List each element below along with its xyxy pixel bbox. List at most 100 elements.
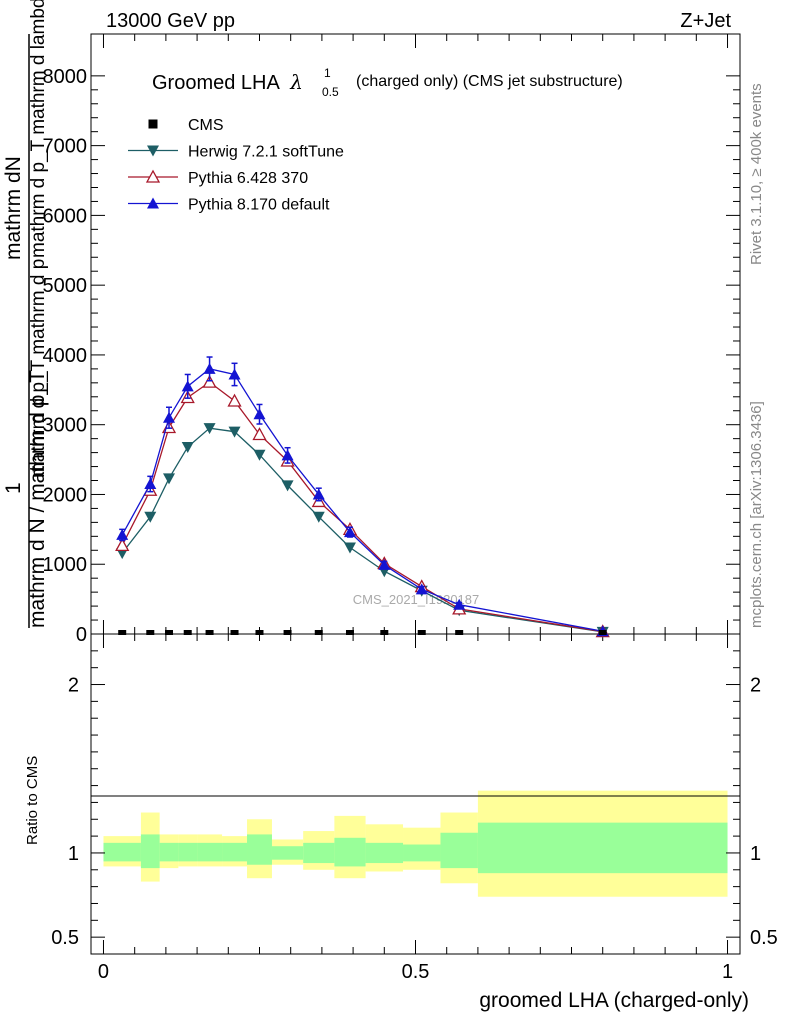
legend-marker — [147, 197, 159, 209]
ratio-y-axis-label: Ratio to CMS — [24, 756, 41, 845]
series-point — [253, 408, 266, 420]
x-axis-label: groomed LHA (charged-only) — [479, 989, 749, 1012]
main-y-axis: 0 1000 2000 3000 4000 5000 6000 7000 8000 — [43, 66, 740, 646]
main-y-tick-label: 5000 — [43, 275, 88, 297]
cms-point — [118, 630, 127, 635]
cms-point — [146, 630, 155, 635]
series-point — [253, 449, 266, 461]
header-process-label: Z+Jet — [680, 10, 731, 32]
y-axis-label: mathrm dN mathrm d p_T mathrm d lambda 1… — [2, 0, 49, 628]
series-point — [281, 480, 294, 492]
series-layer — [115, 356, 610, 638]
ratio-band-stat — [477, 822, 728, 874]
ratio-band-stat — [334, 837, 366, 867]
cms-data-points — [118, 630, 607, 635]
main-y-tick-label: 8000 — [43, 66, 88, 88]
main-y-tick-label: 0 — [76, 624, 87, 646]
series-point — [163, 411, 176, 423]
series-point — [378, 558, 391, 570]
legend-marker — [148, 119, 158, 129]
ratio-y-tick-label-right: 1 — [750, 843, 761, 865]
cms-point — [417, 630, 426, 635]
series-point — [415, 583, 428, 595]
cms-point — [283, 630, 292, 635]
legend-label: Pythia 8.170 default — [188, 197, 330, 214]
cms-point — [345, 630, 354, 635]
ratio-band-stat — [103, 842, 141, 862]
legend-marker — [145, 169, 161, 183]
main-y-tick-label: 7000 — [43, 136, 88, 158]
rivet-version-label: Rivet 3.1.10, ≥ 400k events — [748, 83, 765, 265]
series-point — [181, 442, 194, 454]
ratio-x-axis: 0 0.5 1 — [98, 634, 733, 983]
main-y-tick-label: 1000 — [43, 554, 88, 576]
series-point — [281, 449, 294, 461]
series-point — [144, 511, 157, 523]
plot-title: Groomed LHA λ — [152, 70, 303, 94]
ratio-band-stat — [403, 844, 441, 862]
ratio-y-axis: 0.5 0.5 1 1 2 2 — [51, 650, 778, 949]
legend-label: CMS — [188, 117, 224, 134]
ratio-band-stat — [140, 834, 160, 869]
series-line — [121, 427, 603, 633]
series-point — [203, 362, 216, 374]
y-label-numerator-1: mathrm dN — [2, 156, 25, 260]
cms-point — [183, 630, 192, 635]
ratio-y-tick-label: 1 — [68, 843, 79, 865]
main-y-tick-label: 3000 — [43, 415, 88, 437]
ratio-band-stat — [247, 834, 272, 865]
series-point — [203, 423, 216, 435]
y-label-one: 1 — [2, 482, 25, 494]
series-point — [115, 538, 130, 552]
series-point — [163, 473, 176, 485]
series-point — [312, 511, 325, 523]
legend: CMS Herwig 7.2.1 softTune Pythia 6.428 370… — [128, 117, 344, 214]
ratio-band-stat — [197, 842, 223, 862]
main-y-tick-label: 2000 — [43, 484, 88, 506]
ratio-band-stat — [222, 842, 248, 862]
series-point — [202, 374, 217, 388]
series-point — [228, 426, 241, 438]
plot-title-subscript: 0.5 — [322, 85, 339, 99]
series-line — [121, 368, 603, 632]
series-point — [343, 542, 356, 554]
legend-marker — [147, 145, 159, 157]
y-label-numerator-2: mathrm d p_T mathrm d lambda — [28, 0, 49, 258]
series-point — [144, 478, 157, 489]
legend-label: Pythia 6.428 370 — [188, 170, 308, 187]
mcplots-reference-label: mcplots.cern.ch [arXiv:1306.3436] — [748, 401, 765, 628]
series-point — [227, 393, 242, 407]
ratio-band-stat — [271, 846, 304, 860]
series-point — [343, 526, 356, 538]
plot-title-rest: (charged only) (CMS jet substructure) — [356, 73, 623, 90]
ratio-x-tick-label: 1 — [722, 961, 733, 983]
cms-point — [230, 630, 239, 635]
main-y-tick-label: 4000 — [43, 345, 88, 367]
series-point — [181, 380, 194, 392]
ratio-y-tick-label: 2 — [68, 675, 79, 697]
cms-point — [165, 630, 174, 635]
series-point — [252, 427, 267, 441]
plot-title-main: Groomed LHA — [152, 72, 280, 94]
plot-title-superscript: 1 — [324, 66, 331, 80]
ratio-x-tick-label: 0 — [98, 961, 109, 983]
ratio-band-stat — [178, 842, 198, 862]
series-point — [116, 528, 129, 540]
analysis-watermark: CMS_2021_I1920187 — [353, 592, 480, 607]
series-point — [228, 368, 241, 380]
ratio-y-tick-label-right: 2 — [750, 675, 761, 697]
ratio-band-stat — [159, 842, 179, 862]
cms-point — [255, 630, 264, 635]
cms-point — [598, 630, 607, 635]
y-label-mid: mathrm d p_T mathrm d p — [28, 259, 49, 478]
ratio-band-stat — [365, 842, 404, 864]
cms-point — [205, 630, 214, 635]
plot-title-lambda: λ — [289, 70, 303, 94]
ratio-y-tick-label-right: 0.5 — [750, 927, 778, 949]
ratio-y-tick-label: 0.5 — [51, 927, 79, 949]
ratio-band-stat — [440, 832, 478, 869]
series-point — [312, 488, 325, 500]
series-point — [453, 598, 466, 610]
cms-point — [380, 630, 389, 635]
